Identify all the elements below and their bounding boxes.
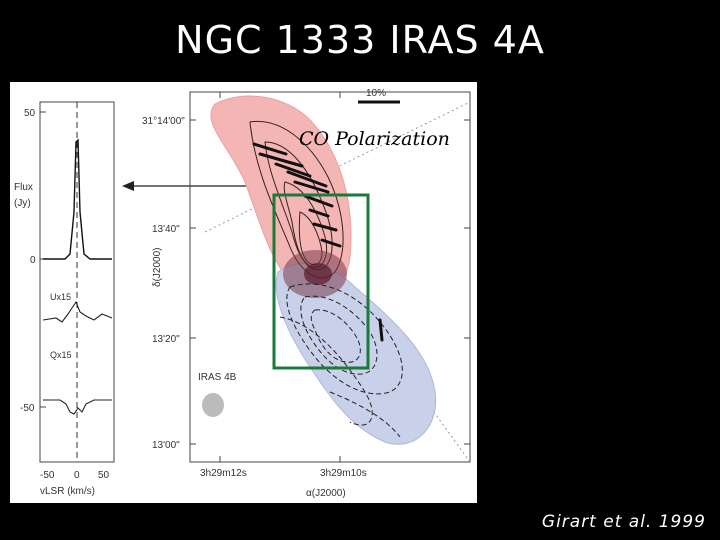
x-tick-label: -50 bbox=[40, 470, 55, 481]
y-tick-label: -50 bbox=[20, 403, 35, 414]
dec-tick-label: 13'20" bbox=[152, 334, 180, 345]
dec-ticks bbox=[190, 119, 470, 445]
citation: Girart et al. 1999 bbox=[541, 512, 706, 532]
ra-tick-label: 3h29m12s bbox=[200, 468, 247, 479]
velocity-axis-label: vLSR (km/s) bbox=[40, 486, 95, 497]
x-tick-label: 0 bbox=[74, 470, 80, 481]
ra-ticks bbox=[219, 92, 341, 462]
scale-bar-label: 10% bbox=[366, 88, 386, 99]
co-polarization-label: CO Polarization bbox=[299, 128, 450, 150]
dec-tick-label: 13'40" bbox=[152, 224, 180, 235]
polarization-figure: 50 0 -50 Flux (Jy) Ux15 Qx15 -50 0 50 vL… bbox=[10, 82, 477, 503]
dec-tick-label: 13'00" bbox=[152, 440, 180, 451]
ra-tick-label: 3h29m10s bbox=[320, 468, 367, 479]
q-label: Qx15 bbox=[50, 350, 72, 360]
blueshifted-lobe bbox=[275, 263, 437, 445]
x-tick-label: 50 bbox=[98, 470, 110, 481]
u-label: Ux15 bbox=[50, 292, 71, 302]
dec-tick-label: 31°14'00" bbox=[142, 116, 185, 127]
stokes-q-spectrum bbox=[43, 399, 112, 415]
stokes-u-spectrum bbox=[42, 300, 113, 323]
y-tick-label: 0 bbox=[30, 255, 36, 266]
highlight-box bbox=[272, 193, 370, 370]
blue-contours bbox=[279, 283, 403, 438]
outflow-axis-line bbox=[204, 101, 471, 233]
continuum-core bbox=[304, 263, 332, 285]
flux-label: Flux bbox=[14, 182, 33, 193]
iras4b-source bbox=[202, 393, 224, 417]
spectrum-panel: 50 0 -50 Flux (Jy) Ux15 Qx15 -50 0 50 vL… bbox=[14, 101, 115, 497]
ra-axis-label: α(J2000) bbox=[306, 488, 346, 499]
flux-unit: (Jy) bbox=[14, 198, 31, 209]
y-tick-label: 50 bbox=[24, 108, 36, 119]
dec-axis-label: δ(J2000) bbox=[152, 248, 163, 287]
stokes-i-spectrum bbox=[43, 138, 112, 260]
map-frame bbox=[189, 91, 471, 463]
polarization-vectors bbox=[252, 142, 384, 342]
slide-title: NGC 1333 IRAS 4A bbox=[175, 18, 545, 62]
iras4b-label: IRAS 4B bbox=[198, 372, 237, 383]
figure-canvas: 50 0 -50 Flux (Jy) Ux15 Qx15 -50 0 50 vL… bbox=[14, 88, 471, 499]
